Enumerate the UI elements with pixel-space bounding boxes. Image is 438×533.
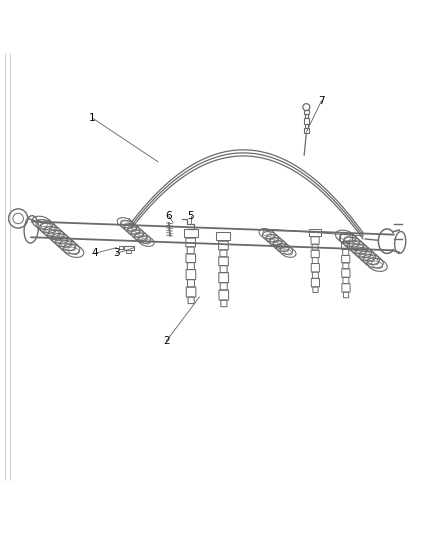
Bar: [305, 124, 308, 128]
Bar: [126, 250, 131, 253]
Text: 4: 4: [91, 248, 98, 259]
Text: 7: 7: [318, 95, 325, 106]
Text: 1: 1: [89, 113, 95, 123]
Bar: [304, 110, 308, 114]
Bar: [305, 114, 308, 118]
Text: 6: 6: [166, 211, 172, 221]
Text: 5: 5: [187, 211, 194, 221]
Bar: [304, 128, 308, 133]
Text: 3: 3: [113, 248, 120, 259]
Bar: [304, 118, 308, 124]
Text: 2: 2: [163, 336, 170, 346]
Bar: [119, 246, 123, 249]
Bar: [124, 246, 134, 250]
